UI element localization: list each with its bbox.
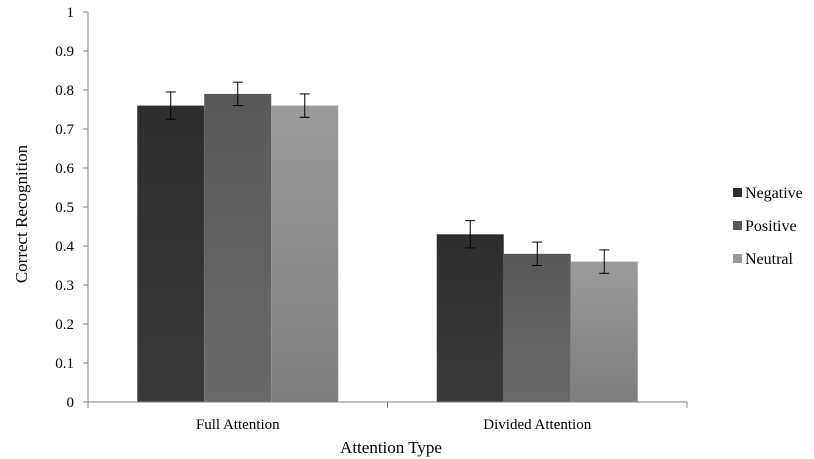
y-tick-label: 1 <box>67 5 75 21</box>
y-axis-title: Correct Recognition <box>12 144 31 283</box>
y-tick-label: 0.8 <box>55 83 74 99</box>
bar-negative-2 <box>436 234 504 402</box>
legend-item-negative: Negative <box>733 185 803 202</box>
x-tick-label: Full Attention <box>196 417 280 433</box>
error-bar-positive-2 <box>532 241 543 266</box>
error-bar-neutral-1 <box>299 93 310 118</box>
y-tick-label: 0.1 <box>55 356 74 372</box>
legend-swatch <box>733 254 742 263</box>
legend: Negative Positive Neutral <box>733 185 803 268</box>
y-tick-label: 0.4 <box>55 239 74 255</box>
error-bar-negative-2 <box>465 220 476 249</box>
bar-neutral-2 <box>570 261 638 402</box>
bar-positive-1 <box>204 93 272 403</box>
legend-item-neutral: Neutral <box>733 251 794 268</box>
y-tick-label: 0.6 <box>55 161 74 177</box>
legend-label: Positive <box>745 218 797 235</box>
legend-label: Neutral <box>745 251 794 268</box>
y-tick-label: 0.5 <box>55 200 74 216</box>
error-bar-positive-1 <box>232 81 243 107</box>
y-tick-label: 0 <box>67 395 75 411</box>
x-axis-tick-labels: Full Attention Divided Attention <box>196 417 592 433</box>
bar-neutral-1 <box>271 105 339 402</box>
x-tick-label: Divided Attention <box>483 417 591 433</box>
bars <box>137 93 638 403</box>
y-axis-ticks: 0 0.1 0.2 0.3 0.4 0.5 0.6 0.7 0.8 0.9 1 <box>55 5 88 411</box>
legend-label: Negative <box>745 185 803 202</box>
error-bar-neutral-2 <box>599 249 610 274</box>
legend-swatch <box>733 221 742 230</box>
bar-negative-1 <box>137 105 205 402</box>
y-tick-label: 0.2 <box>55 317 74 333</box>
axes <box>87 12 688 408</box>
legend-item-positive: Positive <box>733 218 797 235</box>
y-tick-label: 0.7 <box>55 122 74 138</box>
error-bar-negative-1 <box>165 91 176 120</box>
y-tick-label: 0.9 <box>55 44 74 60</box>
x-axis-title: Attention Type <box>340 438 442 457</box>
y-tick-label: 0.3 <box>55 278 74 294</box>
legend-swatch <box>733 188 742 197</box>
bar-positive-2 <box>503 253 571 402</box>
error-bars <box>165 81 610 274</box>
